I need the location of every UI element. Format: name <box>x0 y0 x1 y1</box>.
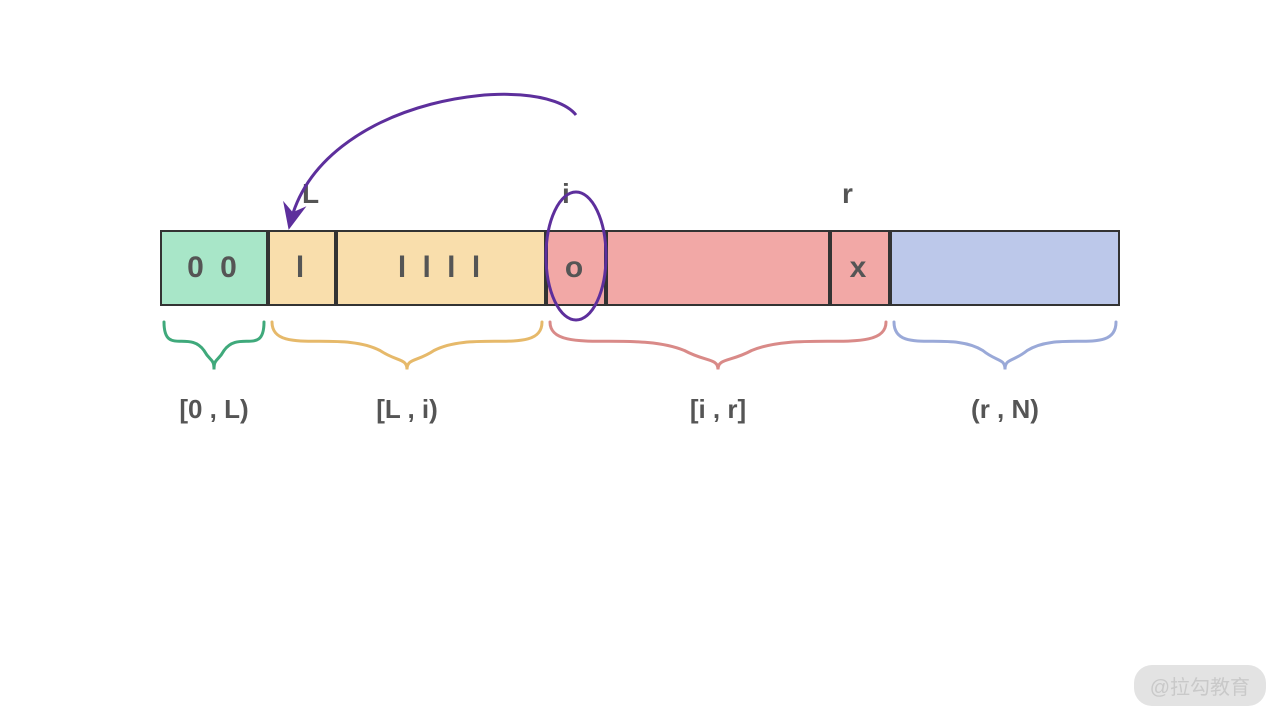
watermark: @拉勾教育 <box>1134 665 1266 706</box>
diagram-canvas: 0 0ll l l lox Lir [0 , L)[L , i)[i , r](… <box>0 0 1280 720</box>
move-arrow <box>0 0 1280 720</box>
